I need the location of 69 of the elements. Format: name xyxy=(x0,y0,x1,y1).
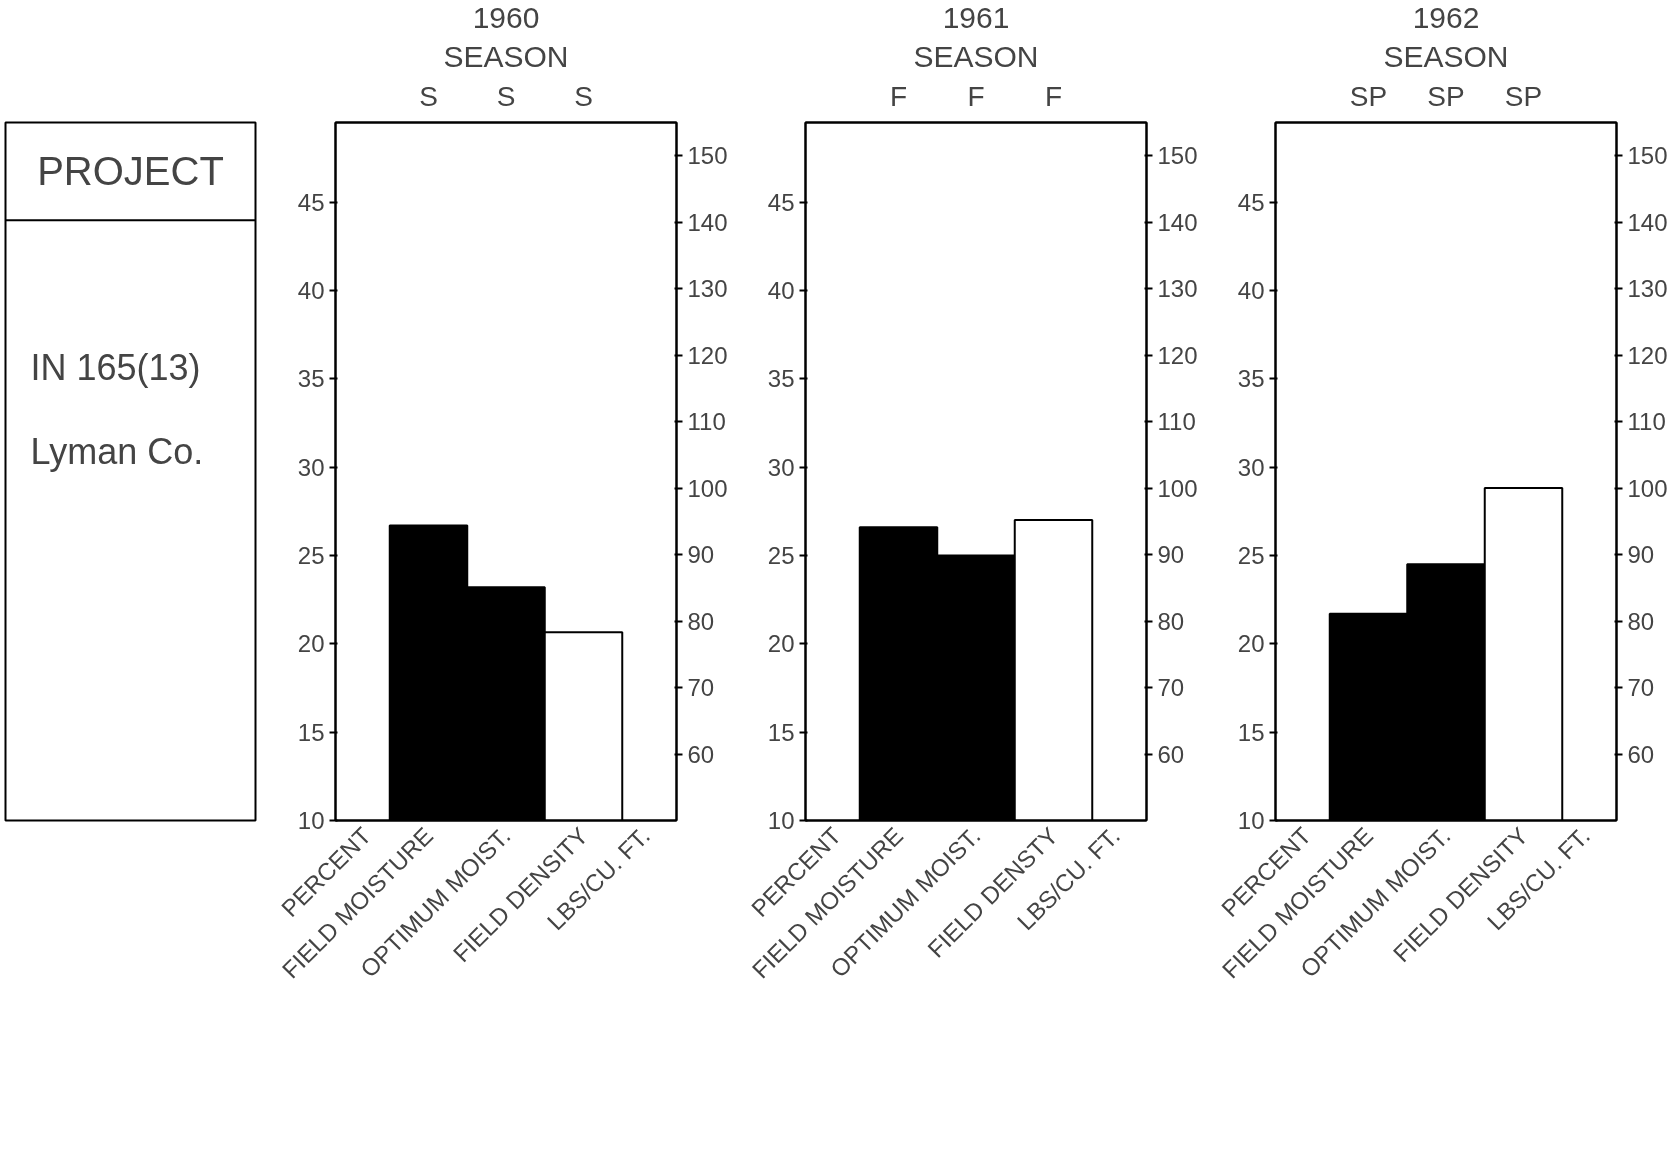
y2-tick-label: 130 xyxy=(687,275,728,303)
y-tick-label: 15 xyxy=(767,718,795,746)
y-tick-label: 30 xyxy=(767,453,795,481)
y-tick-label: 25 xyxy=(1237,541,1265,569)
y-tick-label: 45 xyxy=(297,188,325,216)
x-tick-label: F xyxy=(967,80,985,112)
text: PROJECT xyxy=(37,149,224,194)
y-tick-label: 45 xyxy=(767,188,795,216)
y2-tick-label: 100 xyxy=(1157,474,1198,502)
y2-tick-label: 70 xyxy=(687,674,715,702)
y2-tick-label: 60 xyxy=(687,740,715,768)
y-tick-label: 35 xyxy=(297,365,325,393)
y2-tick-label: 120 xyxy=(1627,341,1668,369)
y2-tick-label: 60 xyxy=(1157,740,1185,768)
y-tick-label: 25 xyxy=(767,541,795,569)
x-tick-label: S xyxy=(574,80,593,112)
y2-tick-label: 70 xyxy=(1157,674,1185,702)
y2-tick-label: 70 xyxy=(1627,674,1655,702)
text: IN 165(13) xyxy=(30,346,201,388)
y2-tick-label: 90 xyxy=(687,541,715,569)
text: Lyman Co. xyxy=(30,430,204,472)
chart-title: 1960 xyxy=(472,0,540,34)
y2-tick-label: 110 xyxy=(687,408,726,436)
y2-tick-label: 100 xyxy=(1627,474,1668,502)
y-tick-label: 15 xyxy=(297,718,325,746)
chart-subtitle: SEASON xyxy=(443,39,569,73)
y2-tick-label: 150 xyxy=(1157,142,1198,170)
y-tick-label: 35 xyxy=(767,365,795,393)
x-tick-label: SP xyxy=(1349,80,1388,112)
y-tick-label: 40 xyxy=(297,276,325,304)
y2-tick-label: 80 xyxy=(1627,607,1655,635)
x-tick-label: F xyxy=(1044,80,1063,112)
y2-tick-label: 110 xyxy=(1627,408,1666,436)
y-tick-label: 30 xyxy=(297,453,325,481)
y2-tick-label: 80 xyxy=(687,607,715,635)
y-tick-label: 15 xyxy=(1237,718,1265,746)
y2-tick-label: 90 xyxy=(1627,541,1655,569)
x-tick-label: F xyxy=(889,80,908,112)
y2-tick-label: 110 xyxy=(1157,408,1196,436)
y2-tick-label: 130 xyxy=(1157,275,1198,303)
y2-tick-label: 140 xyxy=(1157,208,1198,236)
y-tick-label: 40 xyxy=(1237,276,1265,304)
y2-tick-label: 130 xyxy=(1627,275,1668,303)
y2-tick-label: 120 xyxy=(1157,341,1198,369)
y-tick-label: 20 xyxy=(297,630,325,658)
x-tick-label: S xyxy=(496,80,516,112)
y-tick-label: 25 xyxy=(297,541,325,569)
y2-tick-label: 80 xyxy=(1157,607,1185,635)
chart-subtitle: SEASON xyxy=(913,39,1039,73)
x-tick-label: SP xyxy=(1504,80,1543,112)
chart-title: 1961 xyxy=(942,0,1010,34)
x-tick-label: S xyxy=(419,80,438,112)
y-tick-label: 40 xyxy=(767,276,795,304)
chart-subtitle: SEASON xyxy=(1383,39,1509,73)
y2-tick-label: 60 xyxy=(1627,740,1655,768)
y2-tick-label: 140 xyxy=(1627,208,1668,236)
x-tick-label: SP xyxy=(1427,80,1465,112)
y-tick-label: 20 xyxy=(1237,630,1265,658)
y-tick-label: 20 xyxy=(767,630,795,658)
chart-title: 1962 xyxy=(1412,0,1480,34)
y2-tick-label: 90 xyxy=(1157,541,1185,569)
y2-tick-label: 100 xyxy=(687,474,728,502)
y2-tick-label: 140 xyxy=(687,208,728,236)
y2-tick-label: 150 xyxy=(687,142,728,170)
y2-tick-label: 120 xyxy=(687,341,728,369)
y-tick-label: 35 xyxy=(1237,365,1265,393)
y-tick-label: 45 xyxy=(1237,188,1265,216)
y-tick-label: 30 xyxy=(1237,453,1265,481)
y2-tick-label: 150 xyxy=(1627,142,1668,170)
